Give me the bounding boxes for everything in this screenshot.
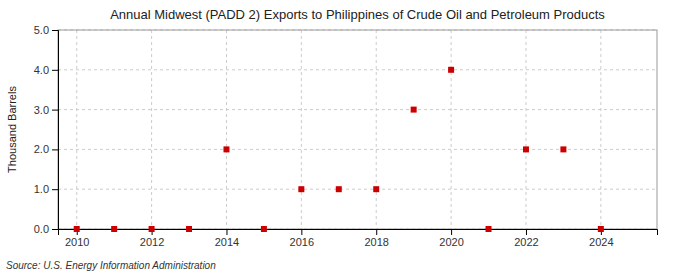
title: Annual Midwest (PADD 2) Exports to Phili…: [110, 7, 605, 22]
point: [598, 226, 604, 232]
point: [298, 186, 304, 192]
y-tick-mark: [52, 149, 58, 150]
point: [523, 146, 529, 152]
x-tick-label: 2012: [140, 236, 164, 248]
point: [74, 226, 80, 232]
chart-svg: 2010 2012 2014 2016 2018 2020 2022 2024 0.0 1.0 2.…: [0, 0, 675, 275]
y-tick-label: 2.0: [34, 143, 49, 155]
y-axis-label: Thousand Barrels: [6, 86, 18, 173]
x-tick-mark: [526, 229, 527, 235]
grid-line-x: [525, 30, 526, 229]
plot-area: 2010 2012 2014 2016 2018 2020 2022 2024 0.0 1.0 2.…: [34, 24, 658, 248]
point: [149, 226, 155, 232]
y-tick-mark: [52, 30, 58, 31]
y-tick-label: 3.0: [34, 104, 49, 116]
y-tick: 0.0: [34, 223, 58, 235]
point: [111, 226, 117, 232]
grid-line-y: [58, 149, 657, 150]
point: [223, 146, 229, 152]
point: [186, 226, 192, 232]
y-tick-label: 0.0: [34, 223, 49, 235]
x-axis: 2010 2012 2014 2016 2018 2020 2022 2024: [59, 229, 658, 248]
point: [448, 67, 454, 73]
x-tick: 2018: [364, 229, 388, 248]
x-tick: 2020: [439, 229, 463, 248]
grid-line-y: [58, 69, 657, 70]
point: [560, 146, 566, 152]
source-note: Source: U.S. Energy Information Administ…: [6, 260, 216, 271]
y-tick-mark: [52, 229, 58, 230]
x-tick: 2014: [215, 229, 239, 248]
x-tick-label: 2022: [514, 236, 538, 248]
x-tick-label: 2024: [589, 236, 613, 248]
x-axis-line: [59, 230, 658, 236]
y-tick-label: 1.0: [34, 183, 49, 195]
grid-line-y: [58, 189, 657, 190]
y-axis: 0.0 1.0 2.0 3.0 4.0 5.0: [34, 24, 59, 235]
y-tick-label: 5.0: [34, 24, 49, 36]
x-tick-mark: [451, 229, 452, 235]
grid-line-y: [58, 109, 657, 110]
x-tick-label: 2014: [215, 236, 239, 248]
chart-container: 2010 2012 2014 2016 2018 2020 2022 2024 0.0 1.0 2.…: [0, 0, 675, 275]
x-tick-label: 2010: [65, 236, 89, 248]
point: [486, 226, 492, 232]
y-tick-mark: [52, 189, 58, 190]
y-tick: 1.0: [34, 183, 58, 195]
x-tick-label: 2018: [364, 236, 388, 248]
point: [261, 226, 267, 232]
grid-line-x: [376, 30, 377, 229]
y-tick: 2.0: [34, 143, 58, 155]
x-tick-label: 2020: [439, 236, 463, 248]
grid-line-x: [151, 30, 152, 229]
grid-line-x: [451, 30, 452, 229]
x-tick-label: 2016: [290, 236, 314, 248]
grid-line-x: [301, 30, 302, 229]
point: [373, 186, 379, 192]
grid-line-x: [76, 30, 77, 229]
y-tick: 3.0: [34, 104, 58, 116]
x-tick-mark: [376, 229, 377, 235]
x-tick-mark: [226, 229, 227, 235]
x-tick: 2016: [290, 229, 314, 248]
y-tick-label: 4.0: [34, 64, 49, 76]
y-tick: 5.0: [34, 24, 58, 36]
y-tick: 4.0: [34, 64, 58, 76]
y-axis-line: [52, 31, 59, 230]
grid-line-x: [226, 30, 227, 229]
y-tick-mark: [52, 110, 58, 111]
y-tick-mark: [52, 70, 58, 71]
marks: [74, 67, 604, 232]
grid: [58, 30, 657, 229]
point: [411, 107, 417, 113]
x-tick: 2022: [514, 229, 538, 248]
grid-line-x: [600, 30, 601, 229]
plot-frame: [58, 30, 657, 229]
point: [336, 186, 342, 192]
x-tick-mark: [301, 229, 302, 235]
